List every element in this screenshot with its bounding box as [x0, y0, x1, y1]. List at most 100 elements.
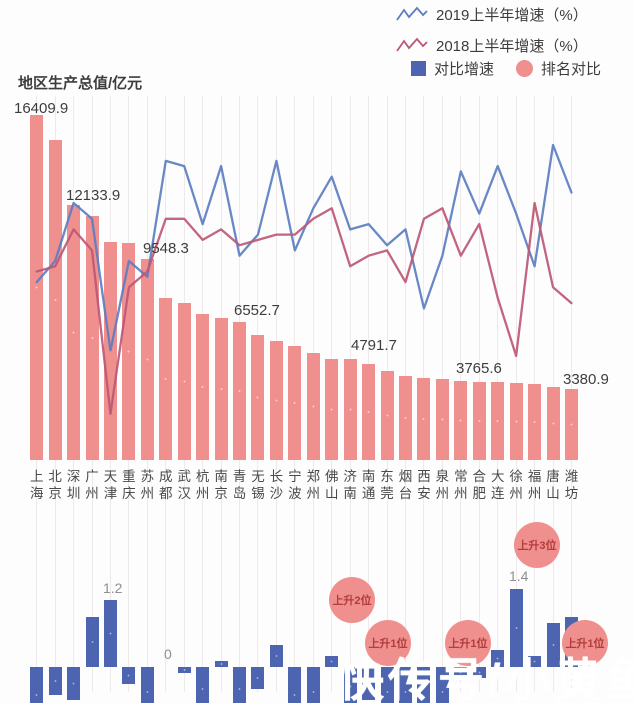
gdp-bar: [454, 380, 468, 460]
growth-diff-bar: [454, 667, 468, 679]
city-label: 西安: [417, 469, 431, 501]
gdp-bar: [214, 318, 228, 460]
growth-diff-bar: [177, 667, 191, 673]
gdp-bar: [103, 242, 117, 460]
city-label: 烟台: [398, 469, 413, 501]
legend-row-diff-rank: 对比增速 排名对比: [411, 58, 601, 79]
growth-diff-bar: [85, 616, 99, 667]
growth-diff-bar: [196, 667, 210, 703]
growth-diff-bar: [122, 667, 136, 684]
gdp-bar: [48, 140, 62, 460]
gdp-bar: [509, 383, 523, 460]
gdp-bar: [399, 376, 412, 460]
gdp-bar: [140, 259, 154, 460]
gdp-bar: [196, 313, 210, 460]
gdp-bar: [325, 359, 339, 460]
city-label: 福州: [527, 469, 542, 501]
gdp-bar: [306, 352, 320, 460]
y-axis-label: 地区生产总值/亿元: [18, 75, 143, 92]
gdp-bar: [546, 386, 560, 460]
growth-diff-bar: [546, 622, 560, 667]
legend-rank-label: 排名对比: [541, 61, 602, 78]
gdp-bar: [67, 204, 81, 460]
city-label: 上海: [29, 469, 44, 501]
diff-bar-swatch-icon: [411, 61, 426, 76]
gdp-bar: [435, 379, 449, 460]
growth-diff-bar: [48, 667, 62, 695]
growth-diff-bar: [528, 655, 542, 667]
growth-diff-bar: [67, 667, 81, 701]
growth-diff-bar: [325, 655, 339, 667]
city-label: 长沙: [269, 469, 284, 501]
gdp-value-label: 6552.7: [234, 302, 280, 319]
city-label: 佛山: [324, 469, 339, 501]
growth-diff-bar: [30, 667, 44, 703]
gdp-value-label: 16409.9: [14, 100, 69, 117]
city-label: 合肥: [472, 469, 487, 501]
rank-change-badge: 上升2位: [329, 577, 375, 623]
gdp-bar: [491, 382, 505, 460]
city-label: 北京: [48, 469, 62, 501]
gdp-bar: [251, 334, 265, 460]
gdp-bar: [233, 322, 247, 460]
city-label: 大连: [490, 469, 505, 501]
city-label: 南京: [214, 469, 228, 501]
city-label: 唐山: [546, 469, 560, 501]
city-label: 济南: [343, 469, 357, 501]
growth-diff-bar: [380, 667, 394, 703]
rank-change-badge: 上升3位: [514, 522, 560, 568]
rank-change-badge: 上升1位: [365, 620, 411, 666]
city-label: 南通: [361, 469, 376, 501]
city-label: 郑州: [306, 469, 321, 501]
diff-value-label: 0: [164, 646, 172, 662]
growth-diff-bar: [491, 650, 505, 667]
city-label: 泉州: [435, 469, 450, 501]
legend-row-2019: 2019上半年增速（%）: [396, 4, 588, 25]
rank-change-badge: 上升1位: [562, 620, 608, 666]
gdp-bar: [380, 371, 394, 460]
growth-diff-bar: [343, 667, 357, 703]
city-label: 东莞: [380, 469, 394, 501]
gdp-value-label: 4791.7: [351, 337, 397, 354]
city-label: 广州: [85, 469, 99, 501]
city-label: 天津: [103, 469, 118, 501]
city-label: 重庆: [122, 469, 136, 501]
gdp-bar: [159, 298, 173, 460]
gdp-bar: [30, 114, 44, 460]
gdp-bar: [177, 302, 191, 460]
growth-diff-bar: [269, 644, 283, 667]
rank-change-badge: 上升1位: [445, 620, 491, 666]
city-label: 无锡: [251, 469, 265, 501]
gdp-bar: [528, 383, 542, 460]
legend-row-2018: 2018上半年增速（%）: [396, 35, 588, 56]
diff-value-label: 1.2: [103, 580, 123, 596]
line-2018-zigzag-icon: [396, 37, 428, 52]
gdp-bar: [85, 216, 99, 460]
gdp-bar: [288, 346, 302, 460]
growth-diff-bar: [417, 667, 431, 703]
rank-circle-swatch-icon: [516, 60, 534, 77]
gdp-bar: [269, 341, 283, 460]
city-label: 苏州: [140, 469, 155, 501]
gdp-bar: [417, 377, 431, 460]
growth-diff-bar: [435, 667, 449, 703]
watermark: 快传号/小黄鱼: [338, 654, 634, 703]
diff-value-label: 1.4: [509, 568, 529, 584]
legend-diff-label: 对比增速: [434, 61, 495, 78]
growth-diff-bar: [472, 667, 486, 679]
growth-diff-bar: [288, 667, 302, 703]
growth-diff-bar: [306, 667, 320, 703]
growth-diff-bar: [399, 667, 412, 703]
city-label: 徐州: [509, 469, 523, 501]
gdp-bar: [362, 363, 376, 460]
growth-diff-bar: [140, 667, 154, 703]
city-label: 深圳: [66, 469, 81, 501]
city-label: 青岛: [232, 469, 247, 501]
growth-diff-bar: [362, 667, 376, 701]
legend-2019-label: 2019上半年增速（%）: [436, 7, 588, 24]
city-label: 成都: [159, 469, 173, 501]
city-label: 潍坊: [564, 469, 579, 501]
growth-diff-bar: [103, 600, 117, 667]
gdp-value-label: 3380.9: [563, 371, 609, 388]
